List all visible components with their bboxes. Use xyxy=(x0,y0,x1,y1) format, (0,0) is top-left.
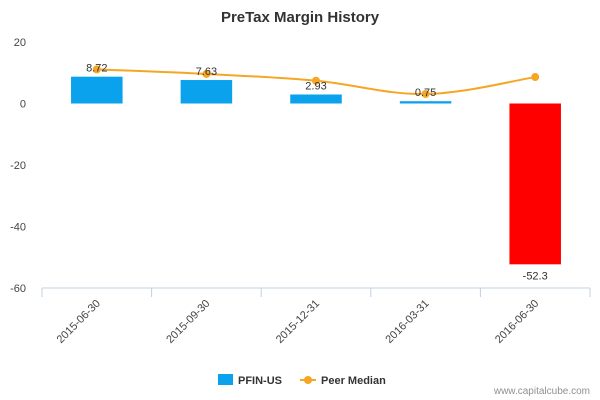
legend-label-peer: Peer Median xyxy=(321,375,386,387)
peer-median-point xyxy=(531,73,540,82)
credit-text: www.capitalcube.com xyxy=(493,386,590,397)
bar-pfin xyxy=(71,76,123,104)
data-label-pfin: 8.72 xyxy=(86,63,107,75)
y-tick-label: -20 xyxy=(10,160,26,172)
data-label-pfin: 7.63 xyxy=(196,66,217,78)
bar-pfin xyxy=(290,94,342,104)
legend-label-pfin: PFIN-US xyxy=(238,375,282,387)
x-tick-label: 2016-06-30 xyxy=(493,298,541,346)
x-tick-label: 2015-09-30 xyxy=(164,298,212,346)
legend[interactable]: PFIN-US Peer Median xyxy=(218,374,386,387)
x-tick-label: 2015-12-31 xyxy=(274,298,322,346)
bar-pfin xyxy=(180,80,233,104)
data-labels: 8.72 7.63 2.93 0.75 -52.3 xyxy=(86,63,548,283)
peer-median-point xyxy=(421,89,430,98)
x-tick-label: 2016-03-31 xyxy=(383,298,431,346)
legend-swatch-peer-marker xyxy=(304,376,312,384)
bar-pfin xyxy=(509,103,561,265)
data-label-pfin: 2.93 xyxy=(305,80,326,92)
y-tick-label: 20 xyxy=(14,37,26,49)
peer-median-point xyxy=(312,76,320,85)
data-label-pfin: -52.3 xyxy=(523,270,548,282)
peer-median-point xyxy=(202,69,211,78)
bar-pfin xyxy=(399,101,452,104)
y-tick-label: -60 xyxy=(10,283,26,295)
x-tick-label: 2015-06-30 xyxy=(55,298,103,346)
data-label-pfin: 0.75 xyxy=(415,87,436,99)
bars xyxy=(71,76,561,265)
chart-title: PreTax Margin History xyxy=(221,9,380,26)
y-tick-label: -40 xyxy=(10,222,26,234)
y-tick-label: 0 xyxy=(20,99,26,111)
peer-median-line xyxy=(92,65,540,98)
legend-swatch-pfin xyxy=(218,374,233,385)
peer-median-point xyxy=(92,65,101,74)
